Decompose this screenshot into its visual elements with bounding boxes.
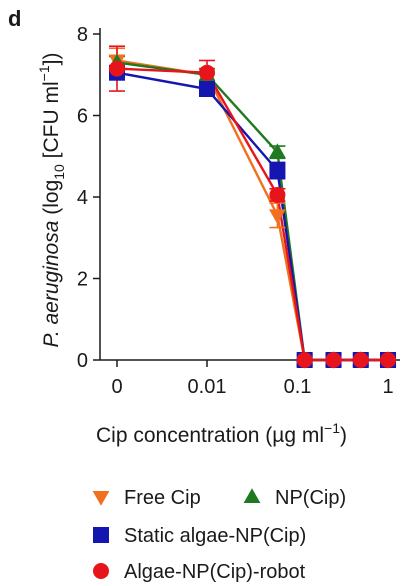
x-tick-label: 0 (111, 376, 122, 398)
series-layer (108, 45, 397, 369)
y-tick-label: 6 (77, 106, 88, 128)
y-axis-label-part3: ]) (40, 53, 63, 66)
legend: Free Cip NP(Cip) Static algae-NP(Cip) Algae… (92, 487, 346, 583)
y-axis-label-italic: P. aeruginosa (40, 221, 63, 348)
data-point-series-4 (325, 352, 342, 368)
x-axis-label-suffix: ) (340, 424, 347, 447)
y-tick-label: 0 (77, 350, 88, 372)
legend-label-1: Free Cip (124, 487, 201, 509)
x-tick-label: 0.1 (284, 376, 312, 398)
y-axis-label-part2: [CFU ml (40, 81, 63, 164)
data-point-series-4 (269, 186, 286, 203)
y-axis-label-sup: −1 (36, 65, 52, 81)
x-axis-label: Cip concentration (µg ml−1) (96, 420, 347, 447)
y-tick-label: 2 (77, 269, 88, 291)
x-axis-label-prefix: Cip concentration (µg ml (96, 424, 324, 447)
legend-marker-4 (93, 563, 109, 579)
x-ticks: 0 0.01 0.1 1 (111, 360, 394, 398)
x-tick-label: 1 (382, 376, 393, 398)
y-axis-label-part1: (log (40, 180, 63, 221)
panel-label: d (8, 6, 21, 31)
data-point-series-4 (296, 352, 313, 368)
data-point-series-4 (199, 64, 215, 81)
data-point-series-2 (269, 143, 286, 159)
y-tick-label: 8 (77, 24, 88, 46)
series-lines (116, 59, 388, 362)
legend-marker-3 (93, 527, 109, 543)
legend-label-2: NP(Cip) (275, 487, 346, 509)
series-line-3 (116, 71, 388, 362)
series-line-1 (116, 59, 388, 362)
series-line-2 (116, 61, 388, 362)
data-point-series-4 (109, 60, 125, 77)
data-point-series-4 (380, 352, 396, 368)
y-axis-label-sub: 10 (51, 164, 67, 180)
legend-label-3: Static algae-NP(Cip) (124, 525, 306, 547)
y-ticks: 0 2 4 6 8 (77, 24, 100, 372)
x-tick-label: 0.01 (188, 376, 227, 398)
data-point-series-1 (269, 209, 286, 225)
y-tick-label: 4 (77, 187, 88, 209)
y-axis-label: P. aeruginosa (log10 [CFU ml−1]) (36, 53, 67, 348)
legend-marker-2 (243, 488, 261, 503)
series-markers (108, 53, 397, 369)
data-point-series-3 (199, 81, 215, 98)
data-point-series-4 (352, 352, 369, 368)
data-point-series-3 (269, 162, 286, 179)
legend-marker-1 (92, 491, 110, 506)
legend-label-4: Algae-NP(Cip)-robot (124, 561, 306, 583)
series-line-4 (116, 67, 388, 362)
x-axis-label-sup: −1 (324, 420, 340, 436)
